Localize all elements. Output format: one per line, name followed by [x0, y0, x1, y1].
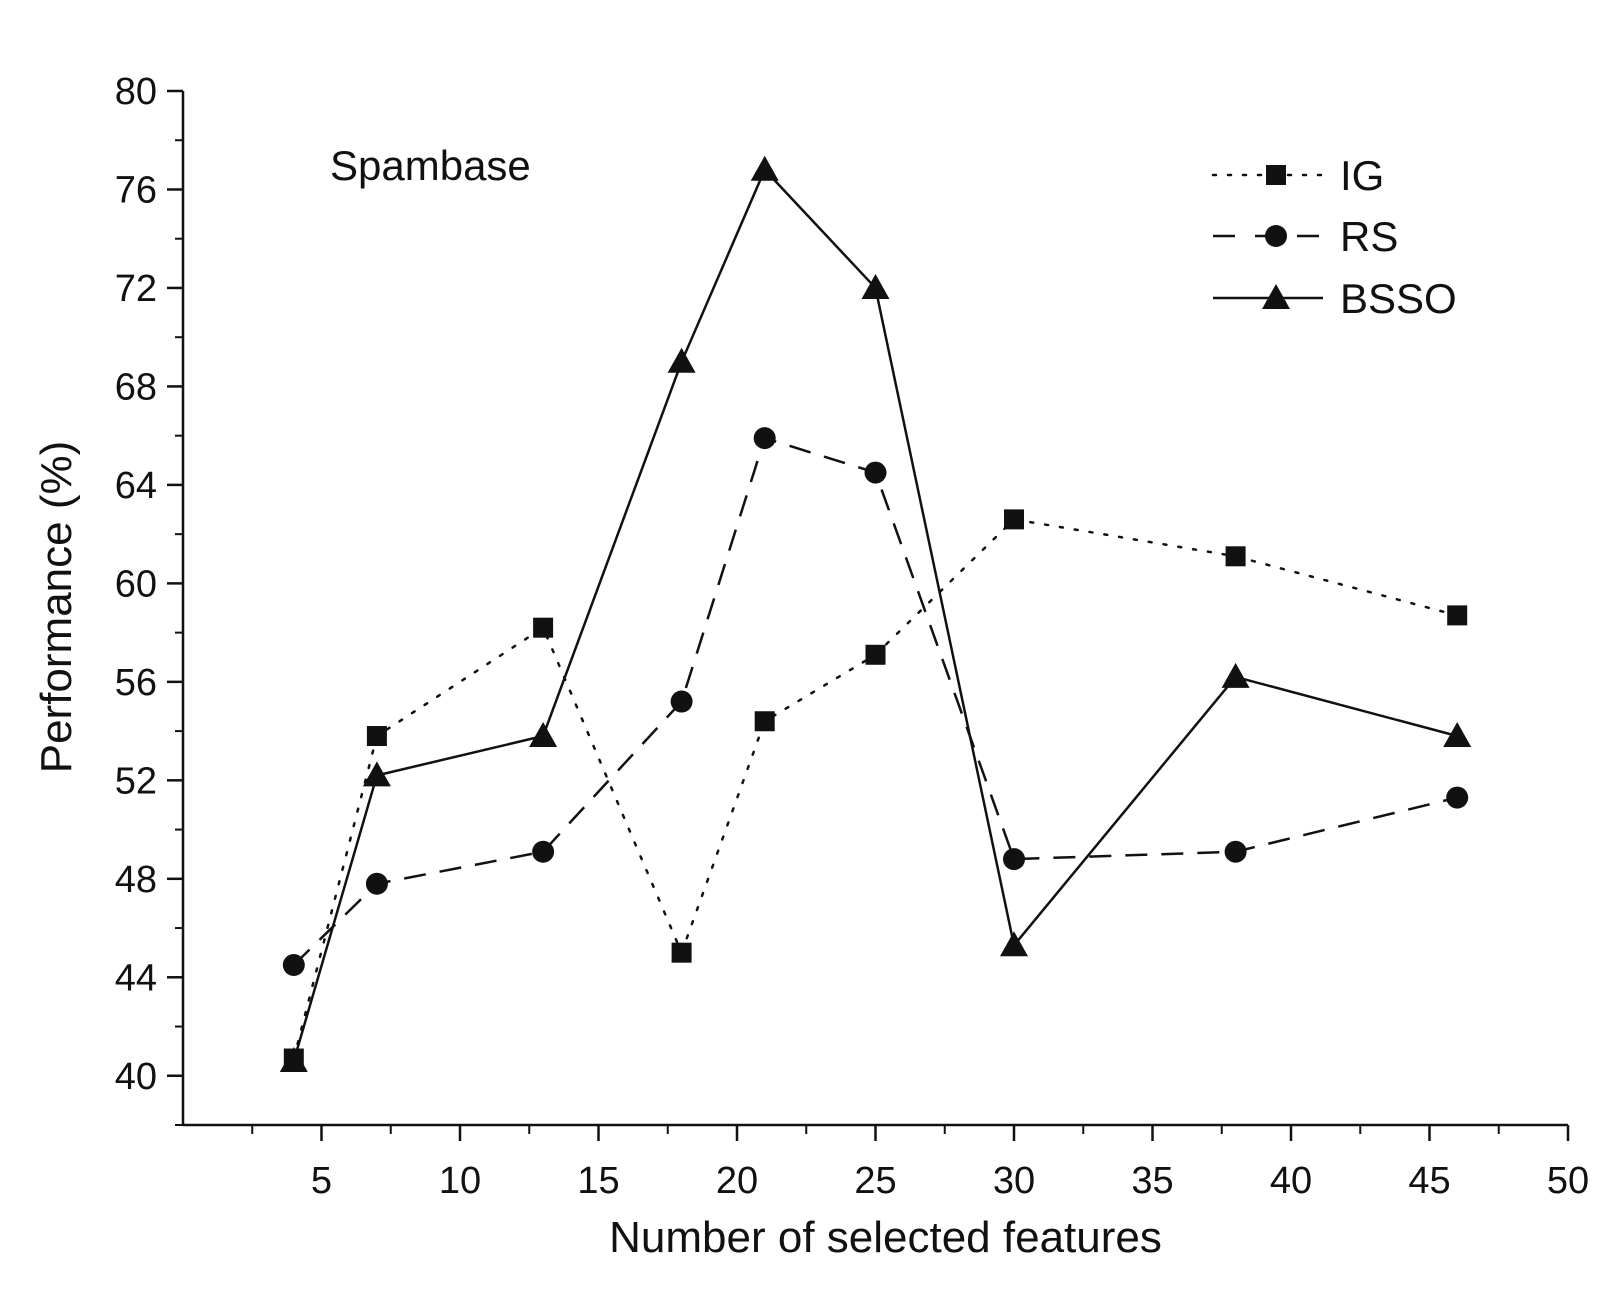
data-point-bsso — [1221, 662, 1250, 688]
data-point-ig — [1447, 605, 1468, 626]
data-point-rs — [670, 690, 693, 713]
y-axis-title: Performance (%) — [32, 441, 81, 774]
legend-marker-ig — [1266, 165, 1286, 185]
data-point-ig — [533, 617, 554, 638]
data-point-bsso — [1443, 722, 1472, 748]
legend-item-ig: IG — [1211, 152, 1384, 199]
y-tick-label: 48 — [115, 859, 157, 901]
data-point-ig — [754, 711, 775, 732]
data-point-ig — [671, 942, 692, 963]
data-point-rs — [1224, 840, 1247, 863]
data-point-bsso — [279, 1046, 308, 1072]
legend-item-bsso: BSSO — [1213, 275, 1457, 322]
y-tick-label: 40 — [115, 1056, 157, 1098]
y-tick-label: 56 — [115, 662, 157, 704]
legend-label-ig: IG — [1340, 152, 1384, 199]
data-point-rs — [365, 872, 388, 895]
chart-annotation: Spambase — [330, 142, 531, 189]
data-point-ig — [1004, 509, 1024, 530]
legend-label-bsso: BSSO — [1340, 275, 1457, 322]
data-point-bsso — [1000, 931, 1028, 957]
series-line-rs — [292, 436, 1458, 966]
data-point-bsso — [529, 722, 558, 748]
data-point-ig — [1225, 546, 1246, 567]
axes: 40 44 48 52 56 60 64 68 72 76 80 5 10 15 20 25 30 35 40 45 5… — [115, 71, 1589, 1202]
series-ig — [283, 509, 1468, 1069]
x-tick-label: 25 — [854, 1160, 896, 1202]
series-rs — [282, 427, 1469, 976]
legend-label-rs: RS — [1340, 213, 1398, 260]
x-tick-label: 20 — [716, 1160, 758, 1202]
x-tick-label: 5 — [311, 1160, 332, 1202]
data-point-bsso — [362, 761, 391, 787]
x-tick-label: 30 — [993, 1160, 1035, 1202]
data-point-rs — [753, 427, 776, 450]
series-layer — [279, 155, 1472, 1072]
y-tick-label: 60 — [115, 563, 157, 605]
data-point-rs — [1003, 848, 1025, 871]
y-tick-label: 80 — [115, 71, 157, 113]
data-point-rs — [1446, 786, 1469, 809]
data-point-bsso — [750, 155, 779, 181]
x-tick-label: 40 — [1270, 1160, 1312, 1202]
y-tick-label: 44 — [115, 957, 157, 999]
x-tick-label: 35 — [1131, 1160, 1173, 1202]
x-tick-label: 45 — [1408, 1160, 1450, 1202]
series-bsso — [279, 155, 1472, 1072]
legend-marker-bsso — [1262, 284, 1290, 309]
y-tick-label: 72 — [115, 268, 157, 310]
data-point-bsso — [667, 347, 696, 373]
legend: IG RS BSSO — [1211, 152, 1457, 322]
data-point-bsso — [861, 273, 890, 299]
legend-item-rs: RS — [1213, 213, 1398, 260]
legend-marker-rs — [1265, 225, 1287, 247]
data-point-rs — [864, 461, 887, 484]
data-point-rs — [532, 840, 555, 863]
x-axis-title: Number of selected features — [609, 1213, 1162, 1262]
y-tick-label: 64 — [115, 465, 157, 507]
data-point-ig — [366, 726, 387, 747]
data-point-ig — [865, 644, 886, 665]
y-tick-label: 52 — [115, 760, 157, 802]
y-tick-label: 68 — [115, 366, 157, 408]
x-tick-label: 15 — [577, 1160, 619, 1202]
y-tick-label: 76 — [115, 169, 157, 211]
series-line-ig — [292, 518, 1459, 1060]
x-tick-label: 10 — [439, 1160, 481, 1202]
data-point-rs — [282, 953, 305, 976]
x-tick-label: 50 — [1547, 1160, 1589, 1202]
